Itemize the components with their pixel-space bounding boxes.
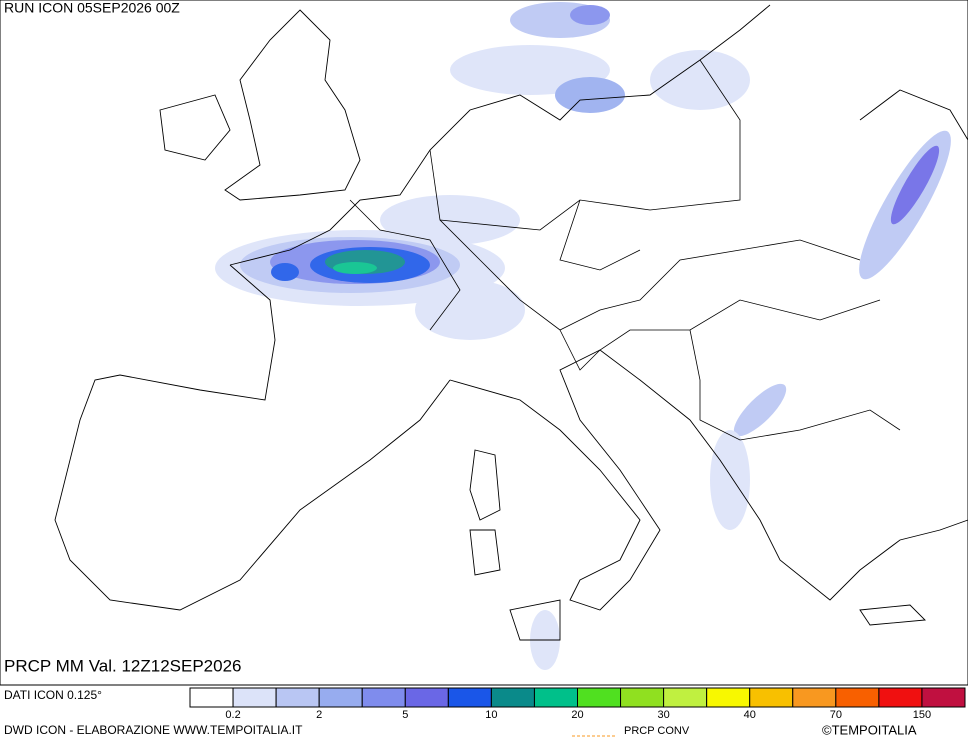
colorbar-label: 0.2 (225, 709, 240, 721)
colorbar-label: 5 (402, 709, 408, 721)
color-swatch (663, 687, 708, 708)
run-title: RUN ICON 05SEP2026 00Z (4, 0, 180, 16)
conv-label: PRCP CONV (624, 725, 690, 737)
color-swatch (404, 687, 449, 708)
color-swatch (749, 687, 794, 708)
source-label: DATI ICON 0.125° (4, 688, 102, 702)
credit: DWD ICON - ELABORAZIONE WWW.TEMPOITALIA.… (4, 723, 303, 737)
colorbar-label: 40 (744, 709, 756, 721)
color-swatch (620, 687, 665, 708)
color-swatch (835, 687, 880, 708)
color-swatch (361, 687, 406, 708)
colorbar: 0.2 2 5 10 20 30 40 70 150 (189, 687, 966, 721)
field-title: PRCP MM Val. 12Z12SEP2026 (4, 656, 242, 675)
coastlines (54, 4, 968, 641)
color-swatch (921, 687, 966, 708)
colorbar-label: 20 (571, 709, 583, 721)
colorbar-label: 30 (657, 709, 669, 721)
color-swatch (189, 687, 234, 708)
map-frame (0, 0, 968, 686)
copyright: ©TEMPOITALIA (822, 722, 917, 737)
borders (349, 59, 901, 441)
colorbar-label: 10 (485, 709, 497, 721)
color-swatch (706, 687, 751, 708)
color-swatch (792, 687, 837, 708)
color-swatch (490, 687, 535, 708)
color-swatch (318, 687, 363, 708)
color-swatch (878, 687, 923, 708)
color-swatch (232, 687, 277, 708)
color-swatch (533, 687, 579, 708)
color-swatch (447, 687, 492, 708)
precipitation (215, 2, 951, 670)
colorbar-label: 150 (913, 709, 931, 721)
color-swatch (577, 687, 622, 708)
color-swatch (275, 687, 320, 708)
colorbar-label: 2 (316, 709, 322, 721)
colorbar-label: 70 (830, 709, 842, 721)
